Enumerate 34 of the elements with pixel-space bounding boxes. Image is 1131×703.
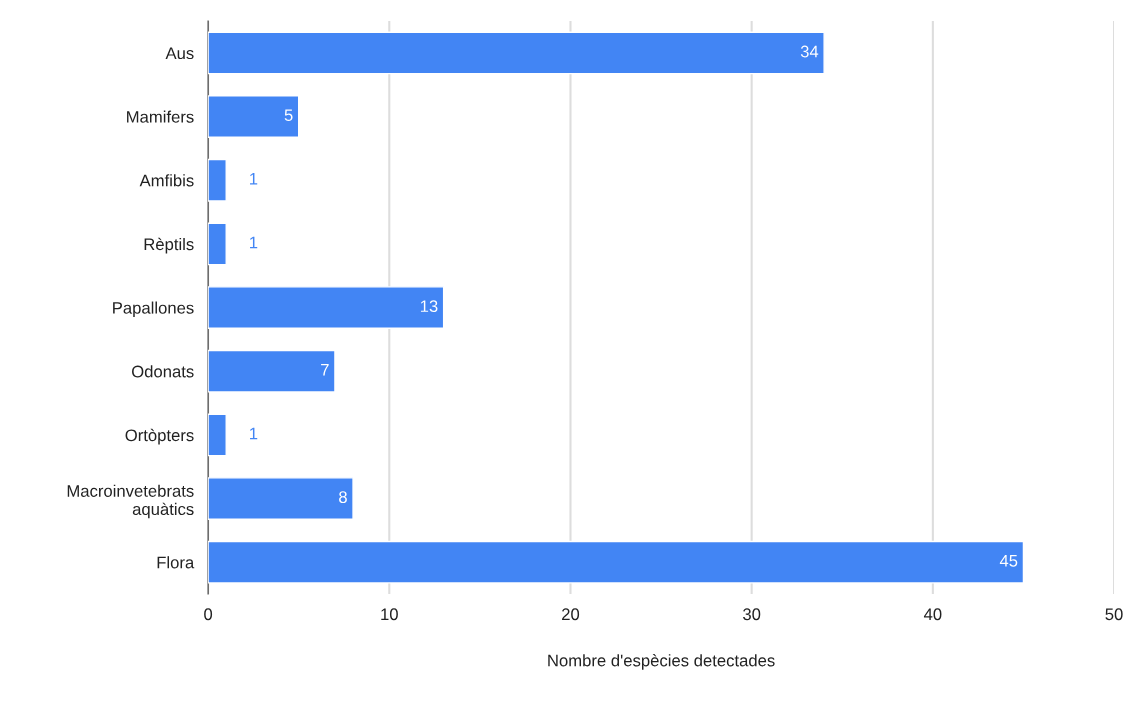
y-tick-label: Papallones xyxy=(113,301,194,318)
data-label: 5 xyxy=(284,109,293,122)
y-tick-label: Ortòpters xyxy=(125,428,194,445)
y-tick-label: Mamifers xyxy=(127,110,194,123)
x-tick-label: 40 xyxy=(923,608,942,621)
data-label: 7 xyxy=(321,364,329,376)
y-tick-label: Aus xyxy=(165,47,194,60)
data-label: 13 xyxy=(420,300,438,313)
x-tick-label: 0 xyxy=(204,608,213,621)
y-tick-label: Odonats xyxy=(132,365,194,378)
y-tick-label: Rèptils xyxy=(144,237,194,254)
bar xyxy=(208,95,300,138)
bar xyxy=(208,540,1025,584)
y-tick-label: Macroinvetebrats aquàtics xyxy=(67,484,194,519)
bar xyxy=(208,477,354,520)
bar xyxy=(208,158,227,202)
data-label: 34 xyxy=(800,45,819,58)
x-tick-label: 50 xyxy=(1105,608,1123,621)
x-axis-title: Nombre d'espècies detectades xyxy=(548,654,775,670)
x-tick-label: 20 xyxy=(562,608,580,621)
data-label: 1 xyxy=(250,427,258,440)
x-tick-label: 10 xyxy=(381,608,398,621)
y-tick-label: Amfibis xyxy=(139,174,194,187)
y-tick-label: Flora xyxy=(157,556,195,569)
bar xyxy=(208,349,336,393)
data-label: 45 xyxy=(999,555,1018,567)
data-label: 8 xyxy=(339,491,347,504)
bar xyxy=(208,222,227,266)
bar xyxy=(208,413,227,457)
data-label: 1 xyxy=(250,236,258,249)
bar xyxy=(208,31,825,75)
data-label: 1 xyxy=(250,173,258,185)
x-tick-label: 30 xyxy=(743,608,761,621)
bar xyxy=(208,286,445,329)
